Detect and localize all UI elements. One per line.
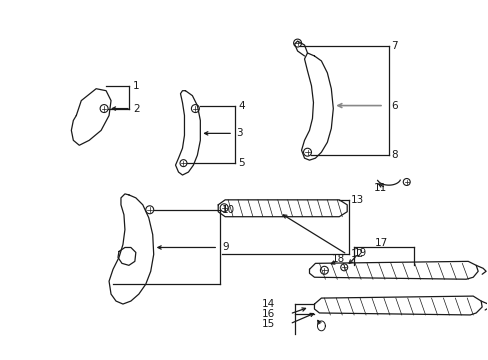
- Text: 12: 12: [350, 249, 364, 260]
- Text: 2: 2: [133, 104, 139, 113]
- Text: 6: 6: [390, 100, 397, 111]
- Text: 13: 13: [350, 195, 364, 205]
- Text: 18: 18: [331, 255, 344, 264]
- Text: 4: 4: [238, 100, 244, 111]
- Text: 14: 14: [261, 299, 274, 309]
- Text: 8: 8: [390, 150, 397, 160]
- Text: 17: 17: [373, 238, 387, 248]
- Text: 5: 5: [238, 158, 244, 168]
- Text: 15: 15: [261, 319, 274, 329]
- Text: 9: 9: [222, 243, 228, 252]
- Text: 11: 11: [373, 183, 386, 193]
- Text: 16: 16: [261, 309, 274, 319]
- Text: 3: 3: [236, 129, 242, 138]
- Text: 19: 19: [353, 248, 366, 258]
- Text: 10: 10: [222, 205, 235, 215]
- Text: 7: 7: [390, 41, 397, 51]
- Text: 1: 1: [133, 81, 139, 91]
